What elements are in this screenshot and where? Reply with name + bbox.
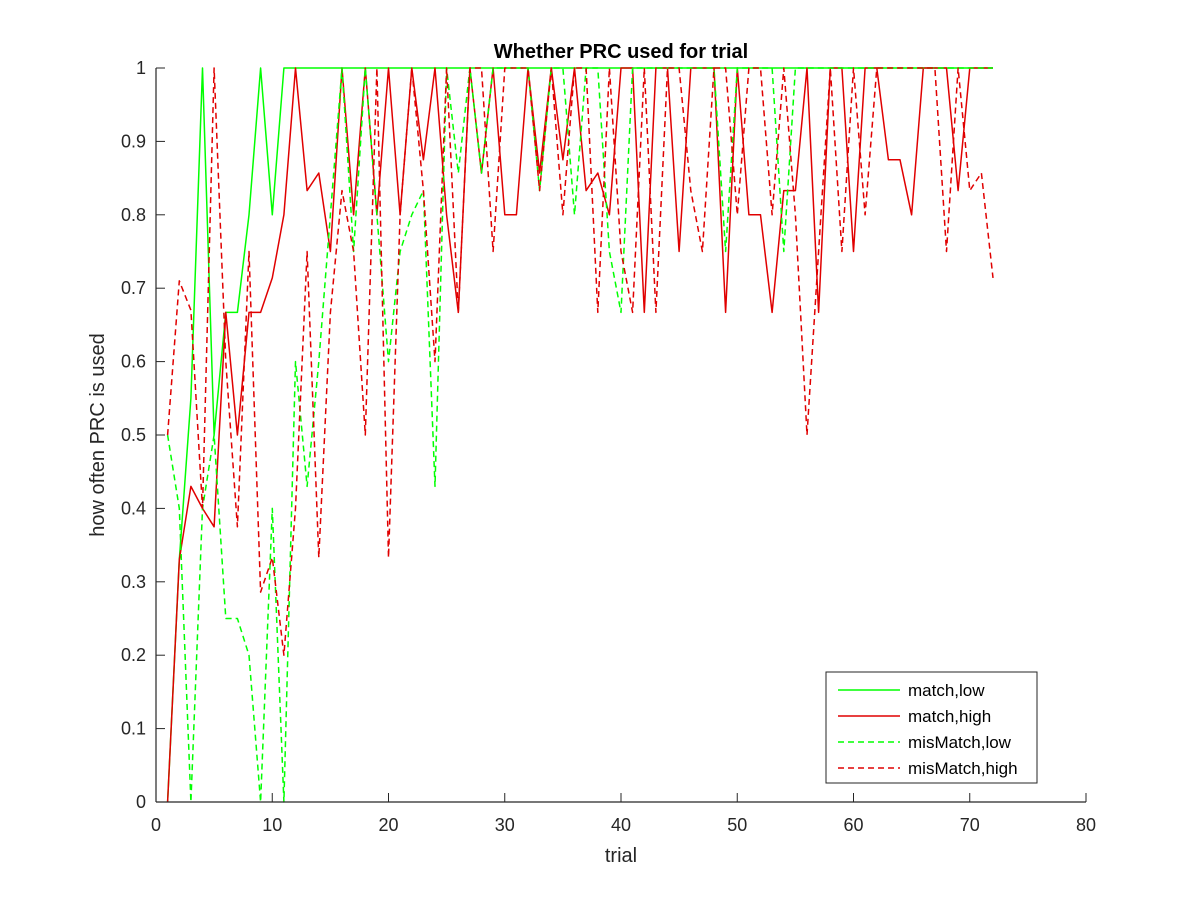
x-tick-label: 20 [378, 815, 398, 835]
axes-layer: 0 10 20 30 40 50 60 70 80 0 0.1 0.2 0.3 0.4 0.5 0.6 0.7 0… [121, 58, 1096, 835]
x-tick-label: 80 [1076, 815, 1096, 835]
x-tick-label: 30 [495, 815, 515, 835]
x-tick-label: 10 [262, 815, 282, 835]
x-tick-label: 0 [151, 815, 161, 835]
x-tick-label: 70 [960, 815, 980, 835]
x-tick-label: 50 [727, 815, 747, 835]
series-line-4 [166, 67, 994, 656]
y-tick-label: 0.8 [121, 205, 146, 225]
legend-label-2: match,high [908, 707, 991, 726]
y-tick-label: 0.1 [121, 719, 146, 739]
series-line-2 [166, 67, 993, 803]
y-axis-label: how often PRC is used [87, 333, 109, 536]
chart-title: Whether PRC used for trial [494, 41, 748, 63]
series-line-3 [166, 67, 993, 803]
legend-label-1: match,low [908, 681, 985, 700]
y-tick-label: 0.2 [121, 645, 146, 665]
x-tick-label: 40 [611, 815, 631, 835]
y-tick-label: 0.3 [121, 572, 146, 592]
y-tick-label: 0.4 [121, 498, 146, 518]
series-layer [166, 67, 994, 803]
legend-label-3: misMatch,low [908, 733, 1012, 752]
x-axis-label: trial [605, 845, 637, 867]
y-tick-label: 0 [136, 792, 146, 812]
x-tick-label: 60 [843, 815, 863, 835]
legend: match,low match,high misMatch,low misMatch,… [825, 671, 1038, 784]
y-tick-label: 0.5 [121, 425, 146, 445]
y-tick-label: 1 [136, 58, 146, 78]
y-tick-label: 0.9 [121, 131, 146, 151]
legend-label-4: misMatch,high [908, 759, 1018, 778]
y-tick-label: 0.6 [121, 352, 146, 372]
y-tick-label: 0.7 [121, 278, 146, 298]
